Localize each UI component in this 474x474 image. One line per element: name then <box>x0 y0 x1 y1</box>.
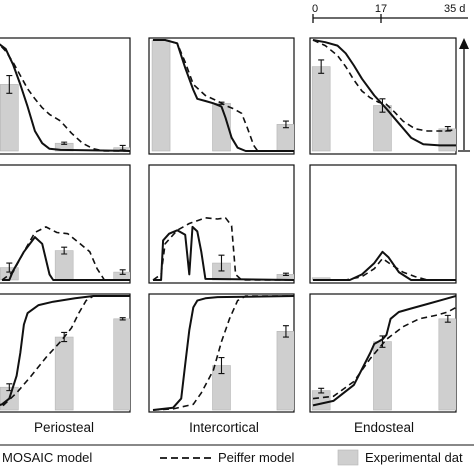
experimental-error-bar <box>61 246 68 255</box>
legend: MOSAIC model Peiffer model Experimental … <box>0 444 474 466</box>
time-axis-label-17: 17 <box>375 3 387 15</box>
time-axis-label-35: 35 d <box>444 3 465 15</box>
mosaic-model-line <box>313 250 456 281</box>
legend-label-peiffer: Peiffer model <box>218 450 294 465</box>
panel-content-endosteal-row3 <box>311 295 456 411</box>
experimental-error-bar <box>282 272 289 277</box>
panel-intercortical-row1 <box>148 37 295 155</box>
experimental-bar <box>311 390 331 411</box>
peiffer-model-line <box>312 39 456 132</box>
experimental-bar <box>276 124 294 152</box>
experimental-bar <box>151 39 171 152</box>
peiffer-model-line <box>152 295 294 411</box>
experimental-bar <box>438 318 456 411</box>
mosaic-model-line <box>153 225 294 281</box>
peiffer-model-line <box>0 295 130 408</box>
panel-content-periosteal-row2 <box>0 226 130 281</box>
experimental-bar <box>54 336 74 411</box>
experimental-error-bar <box>282 325 289 338</box>
peiffer-model-line <box>312 306 456 400</box>
time-axis: 0 17 35 d <box>312 3 468 23</box>
mosaic-model-line <box>0 295 130 406</box>
experimental-bar <box>54 250 74 281</box>
panel-content-endosteal-row2 <box>311 250 456 281</box>
panel-content-intercortical-row3 <box>152 295 294 411</box>
experimental-bar <box>113 318 130 411</box>
mosaic-model-line <box>312 39 456 147</box>
experimental-error-bar <box>218 357 225 375</box>
mosaic-model-line <box>2 236 130 281</box>
column-label-endosteal: Endosteal <box>354 420 414 435</box>
experimental-error-bar <box>318 59 325 74</box>
experimental-error-bar <box>218 254 225 272</box>
peiffer-model-line <box>153 39 294 152</box>
panel-endosteal-row2 <box>309 164 457 284</box>
experimental-error-bar <box>119 317 126 321</box>
legend-label-mosaic: MOSAIC model <box>2 450 92 465</box>
experimental-error-bar <box>318 387 325 394</box>
panel-content-periosteal-row3 <box>0 295 130 411</box>
panel-endosteal-row1 <box>309 37 457 155</box>
panel-content-periosteal-row1 <box>0 43 130 152</box>
experimental-bar <box>0 84 19 152</box>
peiffer-model-line <box>1 226 130 281</box>
experimental-bar <box>276 331 294 411</box>
legend-swatch-experimental <box>337 449 359 466</box>
experimental-error-bar <box>6 74 13 94</box>
panel-periosteal-row2 <box>0 164 131 284</box>
mosaic-model-line <box>152 295 294 411</box>
experimental-error-bar <box>119 269 126 275</box>
experimental-error-bar <box>61 141 68 145</box>
vertical-scale-arrowhead <box>459 38 469 49</box>
experimental-bar <box>438 128 456 152</box>
panel-intercortical-row2 <box>148 164 295 284</box>
time-axis-label-0: 0 <box>312 3 318 15</box>
legend-label-experimental: Experimental dat <box>365 450 463 465</box>
experimental-error-bar <box>6 262 13 273</box>
mosaic-model-line <box>312 295 456 407</box>
experimental-bar <box>311 66 331 152</box>
peiffer-model-line <box>313 257 456 281</box>
panel-content-intercortical-row1 <box>151 39 294 152</box>
peiffer-model-line <box>0 43 130 152</box>
column-label-periosteal: Periosteal <box>34 420 94 435</box>
vertical-scale-arrow <box>458 38 470 152</box>
panel-content-intercortical-row2 <box>152 217 294 281</box>
column-label-intercortical: Intercortical <box>189 420 259 435</box>
column-labels: Periosteal Intercortical Endosteal <box>34 420 414 435</box>
experimental-error-bar <box>444 314 451 323</box>
mosaic-model-line <box>0 43 130 152</box>
experimental-error-bar <box>282 120 289 129</box>
plot-layer <box>0 39 456 411</box>
panel-content-endosteal-row1 <box>311 39 456 152</box>
panel-periosteal-row1 <box>0 37 131 155</box>
peiffer-model-line <box>152 217 294 281</box>
mosaic-model-line <box>153 39 294 152</box>
